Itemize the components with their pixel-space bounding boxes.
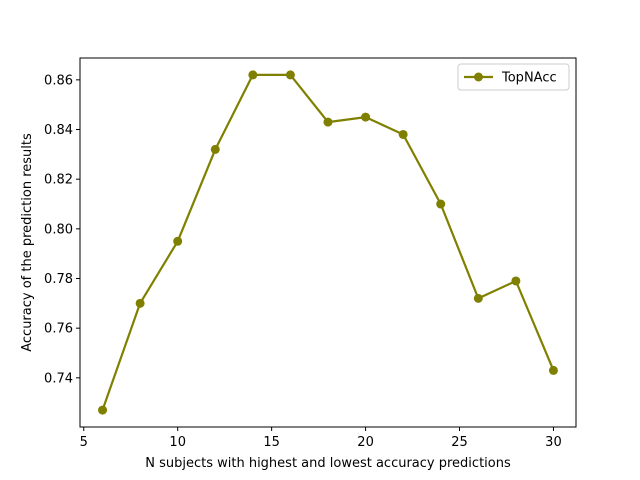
data-point: [361, 112, 371, 122]
legend-label: TopNAcc: [501, 71, 557, 86]
y-tick-label: 0.82: [44, 173, 73, 188]
y-tick-label: 0.76: [44, 322, 73, 337]
legend: TopNAcc: [457, 63, 570, 91]
axis-ticks: 5 10 15 20 25 30 0.74 0.76 0.78 0.80 0.82 0.84 0.86: [44, 73, 562, 450]
y-axis-label: Accuracy of the prediction results: [20, 133, 35, 352]
x-tick-label: 20: [357, 435, 374, 450]
x-tick-label: 5: [80, 435, 88, 450]
data-point: [473, 293, 483, 303]
legend-marker-swatch: [474, 72, 483, 82]
y-tick-label: 0.84: [44, 123, 73, 138]
x-axis-label: N subjects with highest and lowest accur…: [145, 456, 511, 471]
data-point: [436, 199, 446, 209]
y-tick-label: 0.80: [44, 222, 73, 237]
x-tick-label: 15: [263, 435, 280, 450]
data-point: [511, 276, 521, 286]
x-tick-label: 30: [545, 435, 562, 450]
legend-box: [457, 63, 570, 91]
data-point: [323, 117, 333, 127]
data-point: [135, 298, 145, 308]
plot-frame: [79, 57, 577, 428]
data-point: [98, 405, 108, 415]
data-point: [173, 236, 183, 246]
x-tick-label: 10: [169, 435, 186, 450]
data-point: [398, 129, 408, 139]
y-tick-label: 0.86: [44, 73, 73, 88]
data-point: [285, 70, 295, 80]
data-point: [248, 70, 258, 80]
x-tick-label: 25: [451, 435, 468, 450]
y-tick-label: 0.74: [44, 371, 73, 386]
y-tick-label: 0.78: [44, 272, 73, 287]
data-point: [548, 365, 558, 375]
series-layer: [98, 70, 558, 415]
data-point: [210, 144, 220, 154]
